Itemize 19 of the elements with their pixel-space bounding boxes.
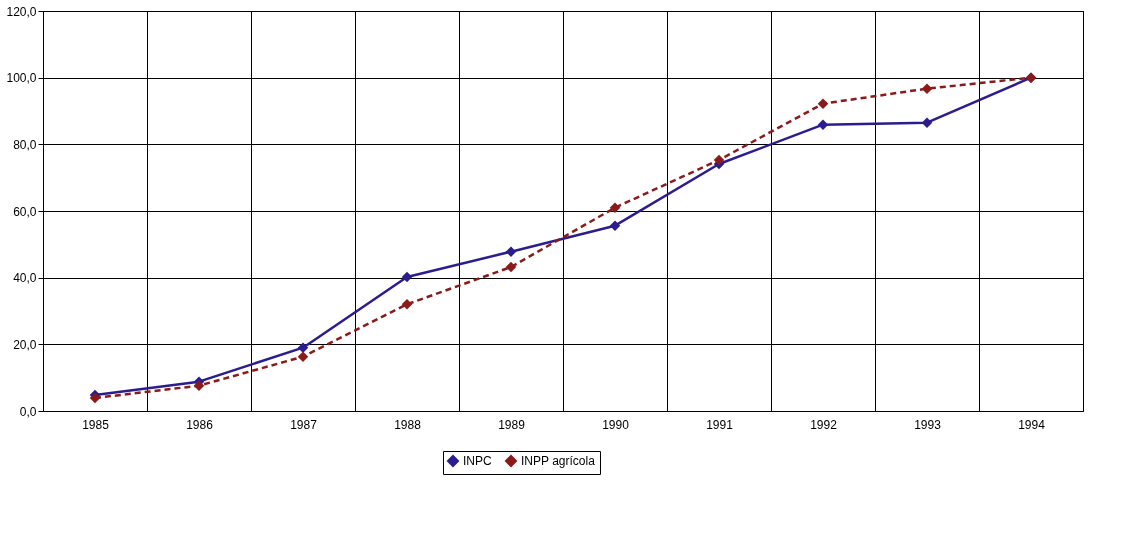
- y-tick-label: 120,0: [6, 4, 37, 19]
- x-tick-label: 1989: [498, 417, 526, 432]
- y-tick-label: 40,0: [13, 271, 37, 286]
- x-tick-label: 1988: [394, 417, 422, 432]
- y-tick-label: 0,0: [19, 404, 37, 419]
- legend-label: INPC: [463, 454, 492, 468]
- y-tick-label: 60,0: [13, 204, 37, 219]
- y-tick-label: 80,0: [13, 137, 37, 152]
- y-tick-label: 20,0: [13, 337, 37, 352]
- x-tick-label: 1992: [810, 417, 838, 432]
- y-tick-label: 100,0: [6, 71, 37, 86]
- x-tick-label: 1987: [290, 417, 318, 432]
- x-tick-label: 1985: [82, 417, 110, 432]
- legend-label: INPP agrícola: [521, 454, 596, 468]
- x-tick-label: 1986: [186, 417, 214, 432]
- x-tick-label: 1993: [914, 417, 942, 432]
- x-tick-label: 1990: [602, 417, 630, 432]
- x-tick-label: 1991: [706, 417, 734, 432]
- x-tick-label: 1994: [1018, 417, 1046, 432]
